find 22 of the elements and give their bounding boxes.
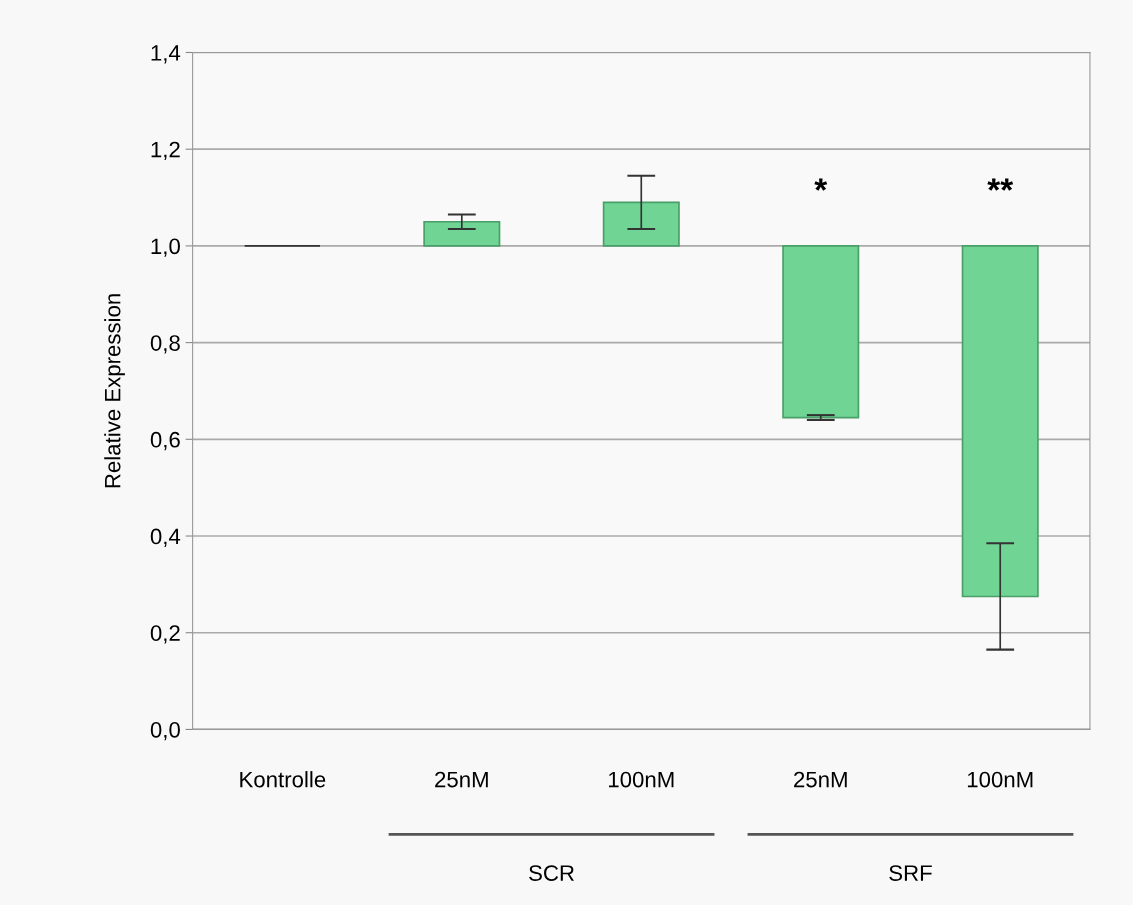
y-tick-label: 0,4 bbox=[150, 528, 181, 547]
annotation: * bbox=[814, 178, 828, 191]
y-tick-label: 0,0 bbox=[150, 721, 180, 741]
x-tick-label: 25nM bbox=[794, 771, 847, 788]
text: SCR bbox=[529, 865, 574, 881]
y-tick-label: 0,8 bbox=[150, 335, 180, 354]
y-axis-title: Relative Expression bbox=[104, 294, 125, 488]
bar bbox=[602, 201, 680, 247]
y-tick-label: 0,2 bbox=[150, 625, 180, 644]
y-tick-label: 1,0 bbox=[151, 238, 180, 257]
bar bbox=[423, 220, 501, 247]
x-tick-label: Kontrolle bbox=[240, 771, 326, 788]
y-tick-label: 0,6 bbox=[150, 431, 180, 451]
x-tick-label: 25nM bbox=[435, 771, 488, 788]
annotation: ** bbox=[987, 178, 1014, 191]
x-tick-label: 100nM bbox=[967, 771, 1033, 788]
bar bbox=[961, 245, 1039, 598]
y-tick-label: 1,4 bbox=[151, 45, 181, 64]
text: SRF bbox=[889, 865, 932, 881]
x-tick-label: 100nM bbox=[609, 771, 674, 788]
bar bbox=[782, 245, 860, 419]
y-tick-label: 1,2 bbox=[151, 141, 180, 161]
